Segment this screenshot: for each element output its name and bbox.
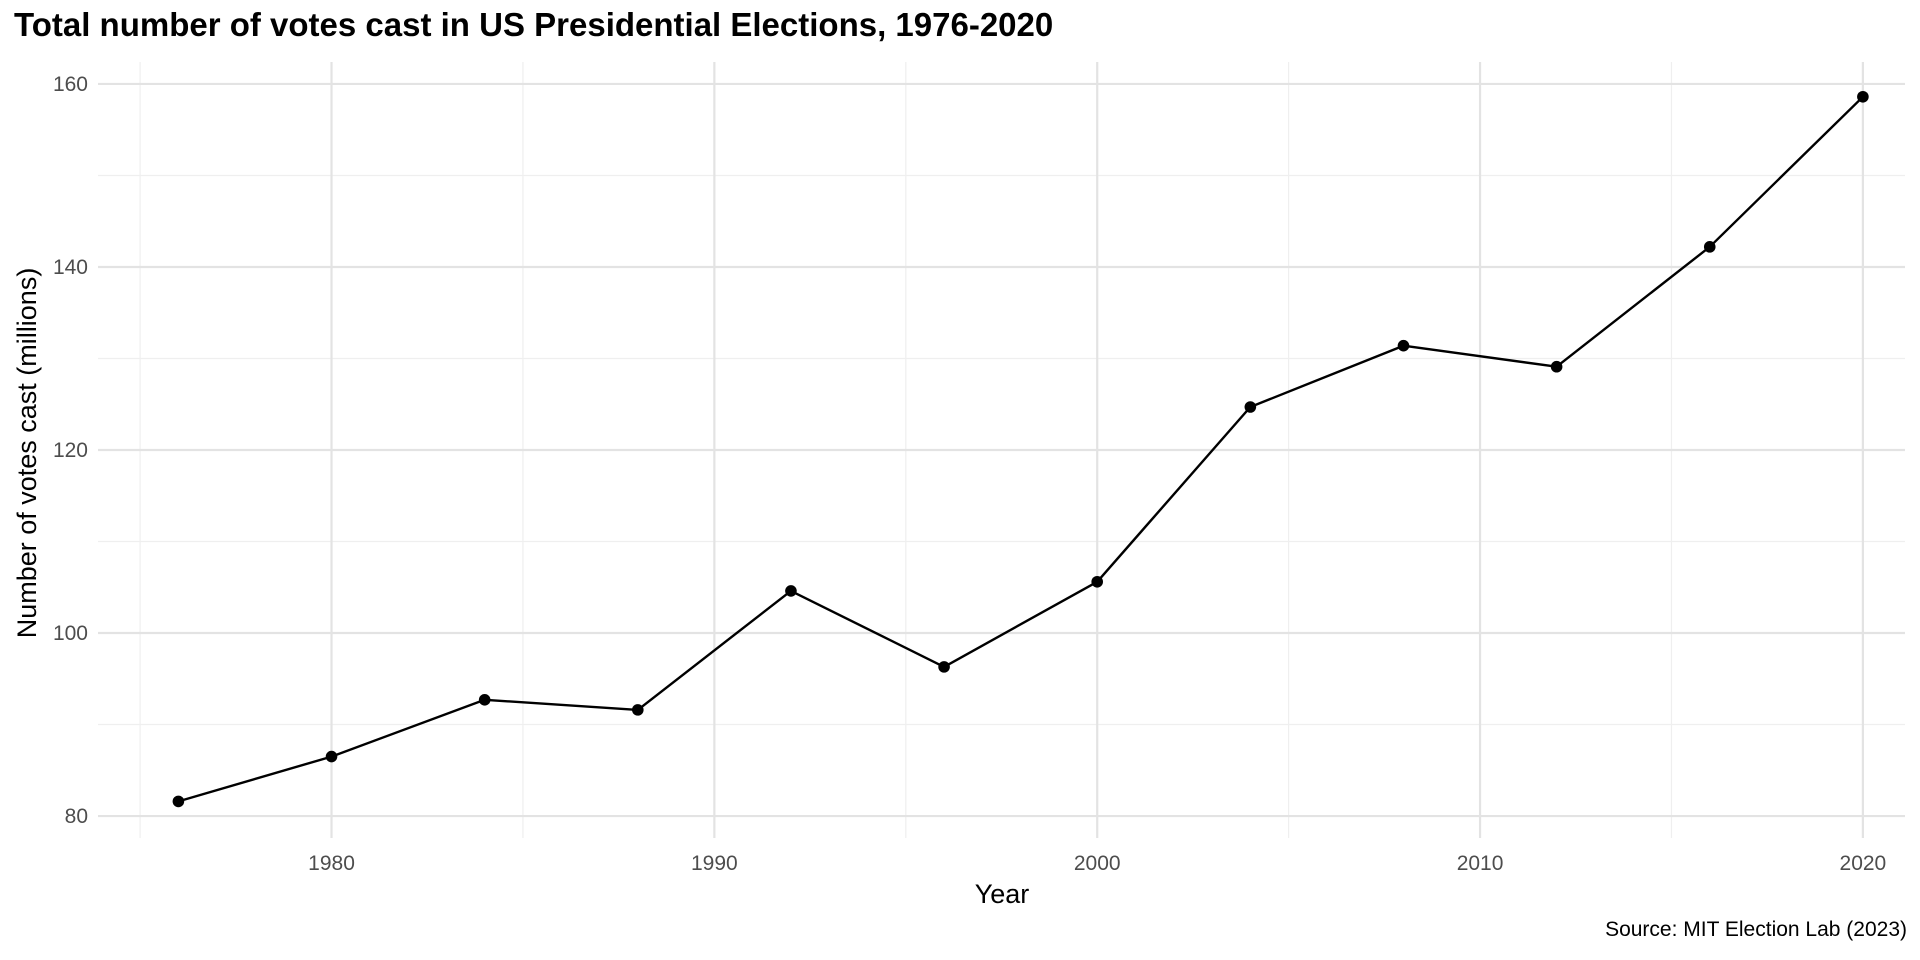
y-tick-label: 100	[53, 622, 88, 645]
data-point	[478, 694, 491, 706]
x-axis-label: Year	[975, 879, 1030, 909]
y-tick-label: 80	[65, 805, 88, 828]
data-point	[1091, 575, 1104, 588]
x-tick-label: 2010	[1457, 852, 1504, 875]
data-point	[632, 704, 644, 716]
data-point	[785, 585, 797, 597]
x-tick-label: 1990	[691, 852, 738, 875]
chart-title: Total number of votes cast in US Preside…	[14, 6, 1054, 43]
y-tick-label: 140	[53, 256, 88, 279]
data-point	[1550, 360, 1563, 373]
y-tick-label: 120	[53, 439, 88, 462]
data-point	[172, 795, 185, 808]
data-point	[325, 750, 338, 763]
source-caption: Source: MIT Election Lab (2023)	[1605, 918, 1907, 941]
data-point	[1857, 90, 1869, 103]
data-point	[1703, 241, 1716, 253]
major-gridlines	[98, 62, 1905, 838]
y-axis-label: Number of votes cast (millions)	[12, 268, 42, 639]
series-layer	[172, 90, 1869, 808]
y-tick-labels: 80 100 120 140 160	[53, 73, 88, 828]
x-tick-label: 1980	[308, 852, 355, 875]
y-tick-label: 160	[53, 73, 88, 96]
data-point	[1244, 401, 1257, 413]
data-point	[938, 661, 950, 673]
data-point	[1397, 339, 1410, 352]
x-tick-label: 2020	[1840, 852, 1887, 875]
series-line	[178, 95, 1864, 803]
x-tick-labels: 1980 1990 2000 2010 2020	[308, 852, 1886, 875]
x-tick-label: 2000	[1074, 852, 1121, 875]
